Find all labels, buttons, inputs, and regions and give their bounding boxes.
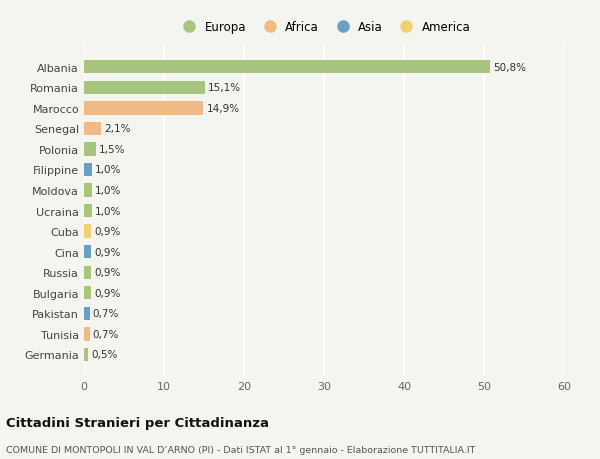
Bar (84, 143, 96, 156)
Bar (84, 81, 205, 95)
Text: 0,9%: 0,9% (94, 268, 121, 278)
Text: 50,8%: 50,8% (494, 62, 527, 73)
Text: 14,9%: 14,9% (206, 104, 239, 113)
Bar (84, 266, 91, 280)
Text: 1,0%: 1,0% (95, 165, 122, 175)
Bar (84, 61, 490, 74)
Bar (84, 246, 91, 259)
Text: 1,0%: 1,0% (95, 185, 122, 196)
Text: 1,0%: 1,0% (95, 206, 122, 216)
Text: COMUNE DI MONTOPOLI IN VAL D’ARNO (PI) - Dati ISTAT al 1° gennaio - Elaborazione: COMUNE DI MONTOPOLI IN VAL D’ARNO (PI) -… (6, 445, 475, 454)
Bar (84, 184, 92, 197)
Bar (84, 348, 88, 361)
Text: 0,9%: 0,9% (94, 227, 121, 237)
Bar (84, 102, 203, 115)
Text: 0,7%: 0,7% (93, 329, 119, 339)
Text: 0,9%: 0,9% (94, 288, 121, 298)
Bar (84, 307, 89, 320)
Bar (84, 328, 89, 341)
Text: 0,5%: 0,5% (91, 350, 118, 360)
Text: 0,7%: 0,7% (93, 309, 119, 319)
Bar (84, 225, 91, 238)
Text: 0,9%: 0,9% (94, 247, 121, 257)
Text: Cittadini Stranieri per Cittadinanza: Cittadini Stranieri per Cittadinanza (6, 416, 269, 429)
Bar (84, 163, 92, 177)
Text: 15,1%: 15,1% (208, 83, 241, 93)
Text: 2,1%: 2,1% (104, 124, 131, 134)
Text: 1,5%: 1,5% (99, 145, 126, 155)
Bar (84, 123, 101, 136)
Bar (84, 286, 91, 300)
Bar (84, 204, 92, 218)
Legend: Europa, Africa, Asia, America: Europa, Africa, Asia, America (175, 19, 473, 36)
